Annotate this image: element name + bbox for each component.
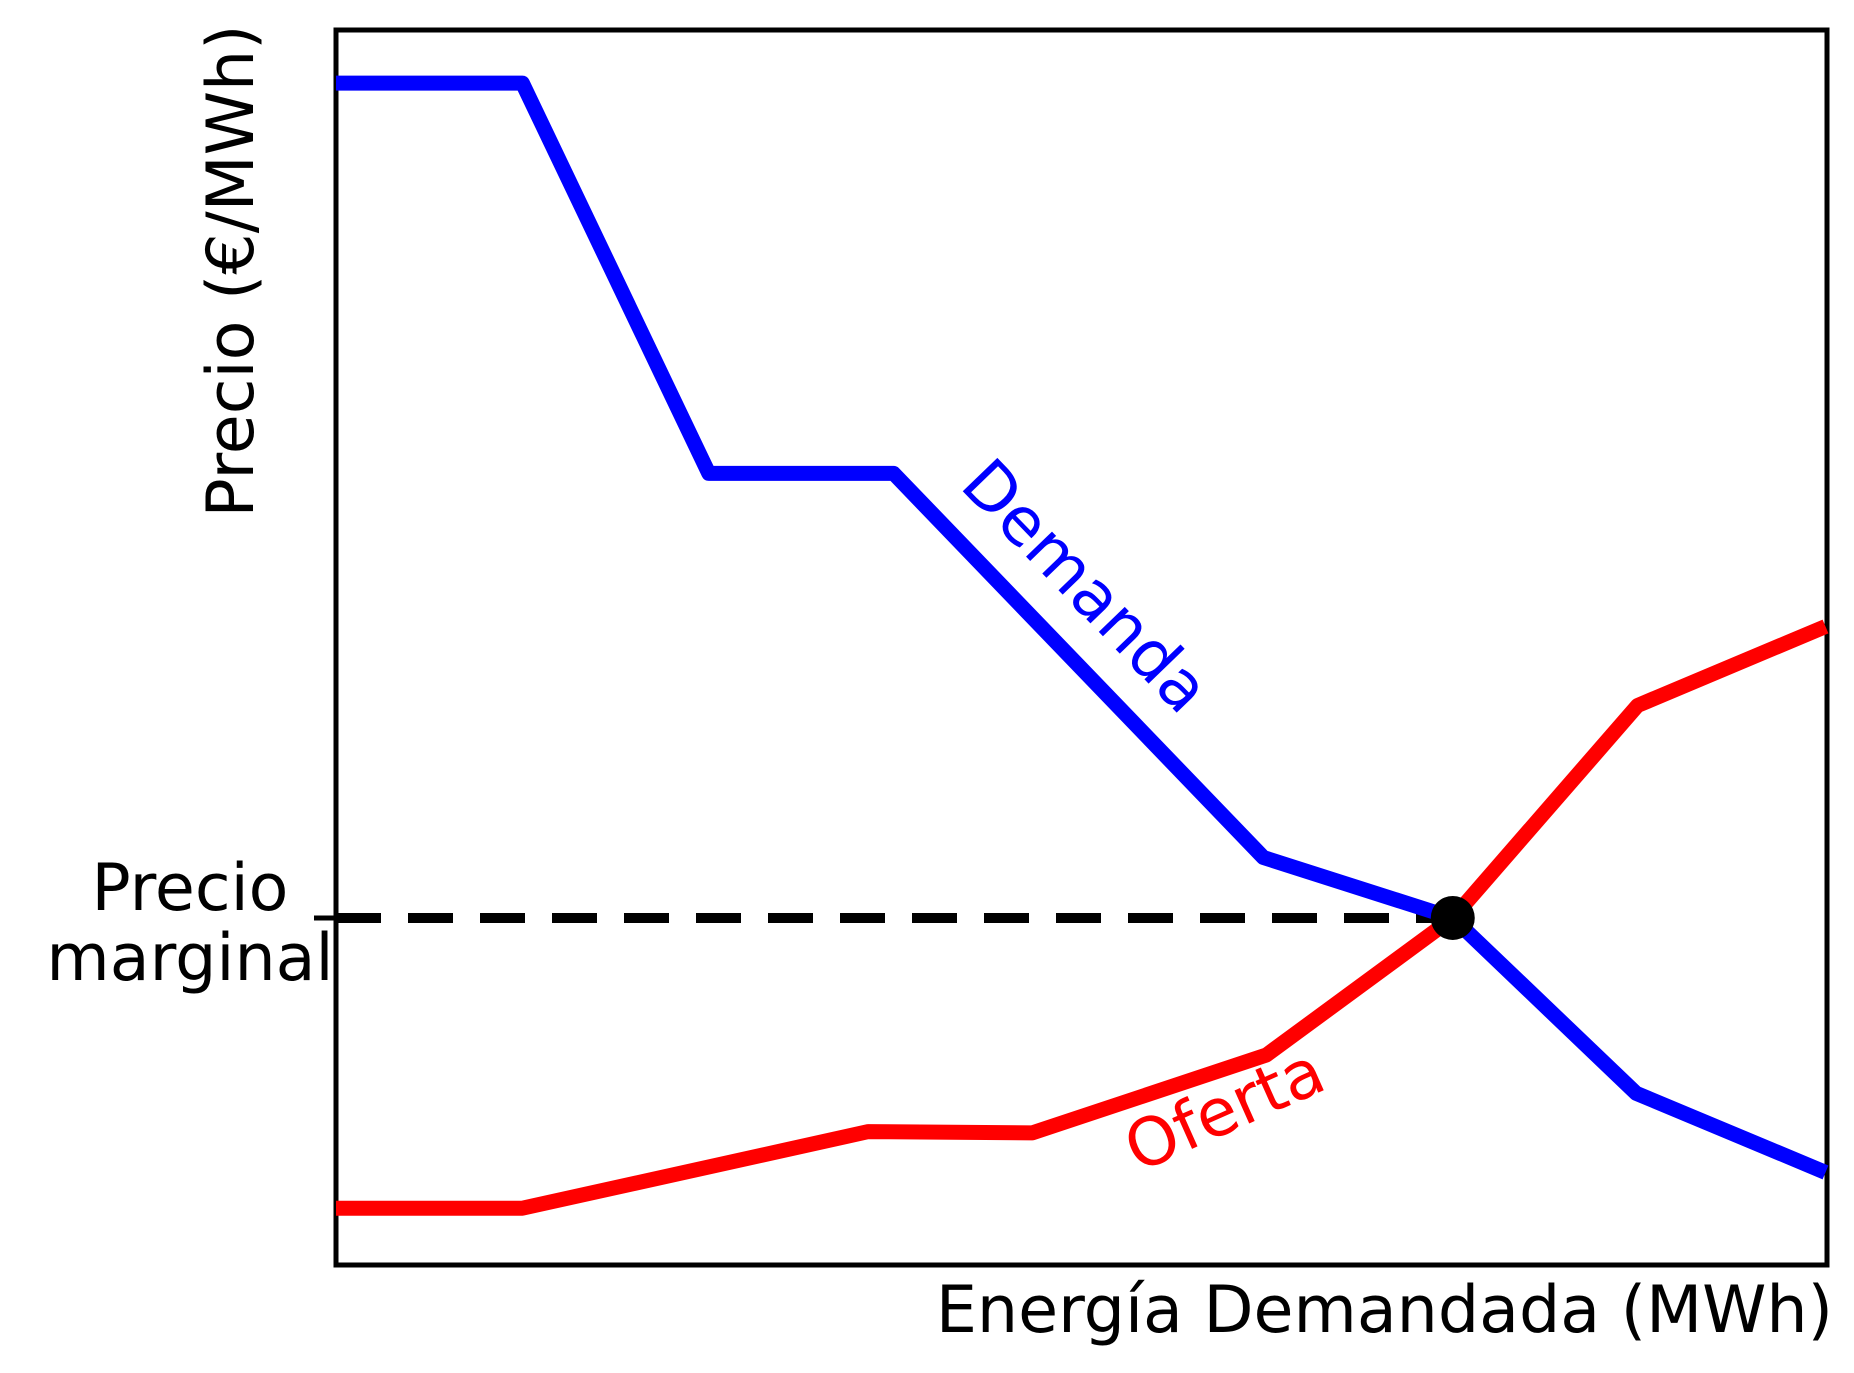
plot-area-border <box>333 27 1830 1268</box>
y-axis-label: Precio (€/MWh) <box>194 24 269 517</box>
equilibrium-point <box>1430 895 1475 940</box>
supply-curve-label: Oferta <box>1113 1032 1335 1187</box>
demand-curve-label: Demanda <box>947 444 1225 728</box>
x-axis-label: Energía Demandada (MWh) <box>936 1273 1833 1348</box>
marginal-price-label-line1: Precio <box>92 851 289 926</box>
marginal-price-label-line2: marginal <box>46 921 333 996</box>
demand-curve <box>336 75 1829 1180</box>
supply-curve <box>336 619 1829 1216</box>
